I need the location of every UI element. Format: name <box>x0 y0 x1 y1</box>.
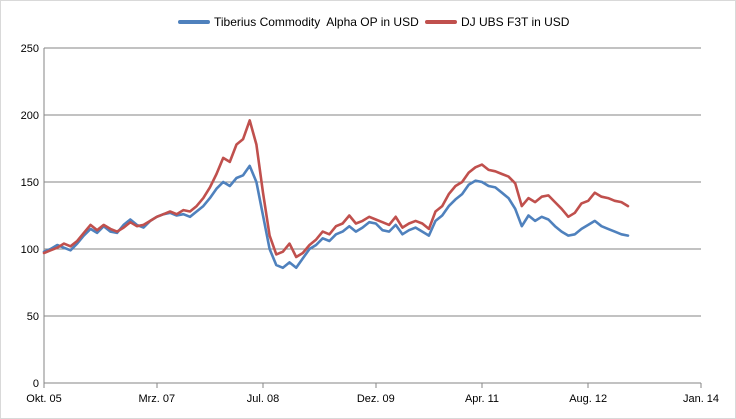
x-tick-label-3: Dez. 09 <box>357 393 395 405</box>
x-tick-label-6: Jan. 14 <box>683 393 719 405</box>
x-tick-label-2: Jul. 08 <box>247 393 279 405</box>
gridlines <box>44 47 701 317</box>
x-tick-label-0: Okt. 05 <box>26 393 61 405</box>
series-line-0 <box>42 164 630 270</box>
legend-label-tiberius: Tiberius Commodity Alpha OP in USD <box>214 15 419 29</box>
legend-item-tiberius: Tiberius Commodity Alpha OP in USD <box>178 12 419 32</box>
y-tick-label-250: 250 <box>21 43 39 55</box>
y-tick-label-0: 0 <box>33 378 39 390</box>
legend-item-djubs: DJ UBS F3T in USD <box>425 12 569 32</box>
legend-label-djubs: DJ UBS F3T in USD <box>461 15 570 29</box>
x-tick-label-4: Apr. 11 <box>465 393 499 405</box>
legend: Tiberius Commodity Alpha OP in USD DJ UB… <box>0 12 736 32</box>
y-tick-label-50: 50 <box>27 311 39 323</box>
legend-swatch-djubs <box>425 20 457 24</box>
axes: 0 50 100 150 200 250 Okt. 05 Mrz. 07 Jul. 08 Dez.… <box>21 43 719 405</box>
x-tick-label-5: Aug. 12 <box>569 393 607 405</box>
series-lines <box>42 119 630 270</box>
series-line-1 <box>42 119 630 259</box>
y-tick-label-150: 150 <box>21 177 39 189</box>
y-tick-label-200: 200 <box>21 110 39 122</box>
x-tick-label-1: Mrz. 07 <box>138 393 175 405</box>
legend-swatch-tiberius <box>178 20 210 24</box>
y-tick-label-100: 100 <box>21 244 39 256</box>
